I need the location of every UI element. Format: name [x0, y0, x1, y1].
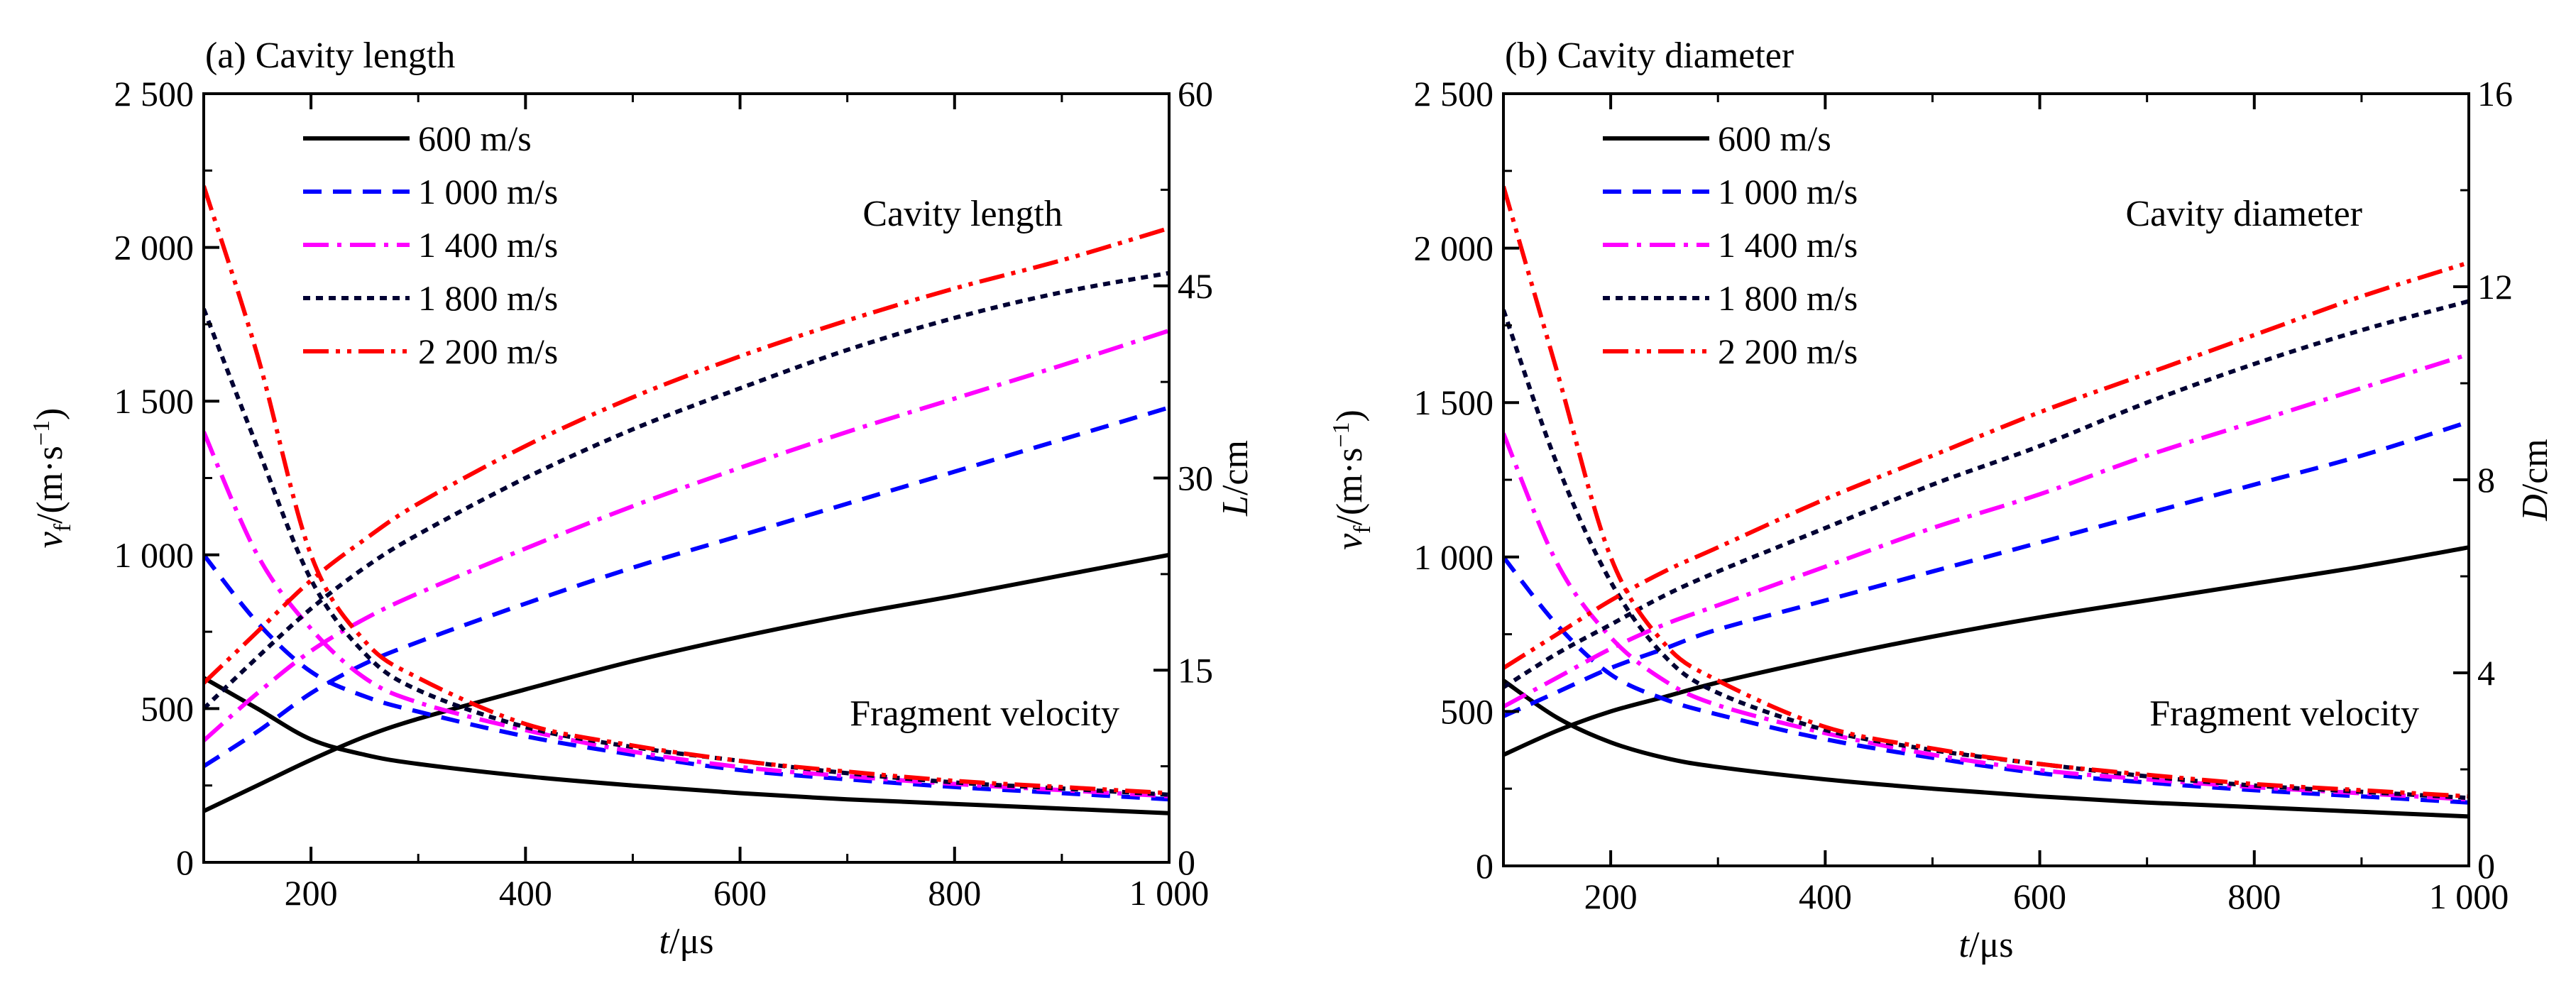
x-tick-label: 400 [499, 873, 552, 913]
legend-label-3: 1 800 m/s [1718, 278, 1858, 318]
legend-label-1: 1 000 m/s [1718, 172, 1858, 212]
y2-tick-label: 0 [2477, 846, 2495, 886]
velocity-line-1 [1503, 555, 2469, 805]
length-line-3 [204, 270, 1169, 710]
x-tick-label: 400 [1799, 877, 1852, 916]
series-lines [1503, 185, 2469, 819]
y-tick-label: 1 000 [114, 535, 194, 575]
diameter-line-0 [1503, 545, 2469, 757]
x-tick-label: 1 000 [1129, 873, 1210, 913]
y-axis-label: vf/(m·s−1) [1328, 410, 1376, 550]
y2-tick-label: 45 [1178, 266, 1213, 306]
velocity-line-4 [204, 185, 1169, 796]
y2-tick-label: 30 [1178, 458, 1213, 498]
y-tick-label: 2 500 [1414, 74, 1494, 114]
y-axis-label-sub: f [1349, 525, 1376, 534]
y-tick-label: 1 500 [114, 381, 194, 421]
legend-label-4: 2 200 m/s [418, 331, 558, 371]
y-tick-label: 0 [176, 842, 194, 882]
y2-axis-label: D/cm [2515, 439, 2555, 522]
y-axis-label-close: ) [1330, 410, 1370, 422]
y2-axis-label: L/cm [1215, 440, 1256, 517]
diameter-line-4 [1503, 260, 2469, 670]
legend-label-2: 1 400 m/s [418, 225, 558, 265]
y-axis-label-unit: /(m·s [30, 446, 70, 524]
y2-tick-label: 15 [1178, 650, 1213, 690]
y2-tick-label: 16 [2477, 74, 2513, 114]
y-axis-label-sup: −1 [1328, 422, 1354, 447]
y-axis-label-sup: −1 [28, 420, 55, 446]
velocity-line-2 [1503, 432, 2469, 802]
diameter-line-3 [1503, 299, 2469, 689]
y2-tick-label: 60 [1178, 74, 1213, 114]
x-tick-label: 600 [2013, 877, 2066, 916]
y-axis-label: vf/(m·s−1) [28, 408, 76, 549]
length-line-4 [204, 226, 1169, 685]
x-axis-label-unit: /μs [669, 921, 714, 962]
x-axis-label-unit: /μs [1969, 925, 2014, 965]
x-tick-label: 800 [2227, 877, 2281, 916]
x-tick-label: 1 000 [2429, 877, 2509, 916]
velocity-line-1 [204, 553, 1169, 802]
y-axis-label-var: v [30, 531, 70, 548]
legend-label-0: 600 m/s [1718, 119, 1831, 158]
y-axis-label-unit: /(m·s [1330, 448, 1370, 526]
annotation-fragment-velocity: Fragment velocity [850, 693, 1119, 734]
y-tick-label: 2 000 [114, 228, 194, 268]
y2-axis-label-unit: /cm [1215, 440, 1256, 495]
annotation-cavity: Cavity diameter [2125, 194, 2362, 234]
y-tick-label: 500 [141, 688, 194, 728]
velocity-line-0 [1503, 679, 2469, 819]
legend-label-4: 2 200 m/s [1718, 331, 1858, 371]
length-line-2 [204, 329, 1169, 742]
annotation-fragment-velocity: Fragment velocity [2149, 693, 2419, 734]
x-tick-label: 200 [285, 873, 338, 913]
y2-tick-label: 0 [1178, 842, 1195, 882]
y2-tick-label: 12 [2477, 267, 2513, 307]
x-axis-label: t/μs [659, 921, 713, 962]
x-tick-label: 200 [1584, 877, 1638, 916]
x-tick-label: 800 [928, 873, 981, 913]
panel-title: (a) Cavity length [205, 35, 455, 76]
y-tick-label: 1 500 [1414, 383, 1494, 422]
y-tick-label: 2 500 [114, 74, 194, 114]
y2-tick-label: 8 [2477, 460, 2495, 500]
y-tick-label: 0 [1476, 846, 1493, 886]
y-tick-label: 500 [1440, 691, 1493, 731]
x-tick-label: 600 [713, 873, 767, 913]
length-line-0 [204, 552, 1169, 813]
series-lines [204, 185, 1169, 815]
y2-tick-label: 4 [2477, 653, 2495, 693]
annotation-cavity: Cavity length [862, 194, 1063, 234]
velocity-line-0 [204, 676, 1169, 815]
x-axis-label-var: t [659, 921, 670, 962]
length-line-1 [204, 405, 1169, 769]
y-axis-label-close: ) [30, 408, 70, 420]
legend-label-0: 600 m/s [418, 119, 532, 158]
velocity-line-4 [1503, 185, 2469, 799]
x-axis-label: t/μs [1958, 925, 2013, 965]
y-tick-label: 1 000 [1414, 537, 1494, 577]
x-axis-label-var: t [1958, 925, 1970, 965]
legend-label-1: 1 000 m/s [418, 172, 558, 212]
y-axis-label-var: v [1330, 533, 1370, 550]
y-axis-label-sub: f [50, 523, 76, 532]
diameter-line-1 [1503, 419, 2469, 718]
panel-title: (b) Cavity diameter [1505, 35, 1794, 76]
y2-axis-label-unit: /cm [2515, 439, 2555, 494]
y2-axis-label-var: L [1215, 495, 1256, 517]
y2-axis-label-var: D [2515, 494, 2555, 522]
y-tick-label: 2 000 [1414, 229, 1494, 268]
legend-label-3: 1 800 m/s [418, 278, 558, 318]
legend-label-2: 1 400 m/s [1718, 225, 1858, 265]
